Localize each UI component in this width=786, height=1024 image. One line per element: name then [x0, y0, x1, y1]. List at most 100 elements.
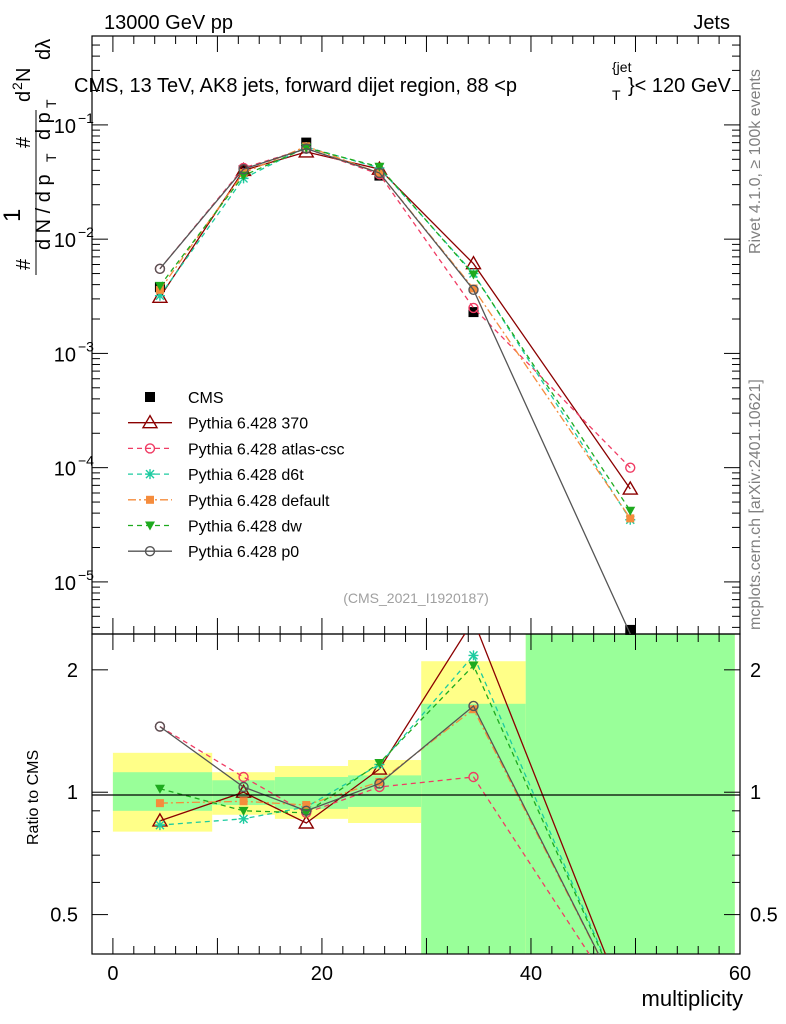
- data-point: [154, 263, 166, 275]
- plot-title-sub: T: [612, 87, 621, 103]
- ratio-point: [155, 799, 164, 808]
- ratio-y-label: Ratio to CMS: [25, 750, 42, 845]
- main-axis-ticks: 10 −110 −210 −310 −410 −50 20 40 60: [54, 36, 751, 985]
- legend-label-0: CMS: [188, 390, 224, 407]
- main-ytick-label: 10: [54, 116, 76, 138]
- legend: CMS Pythia 6.428 370 Pythia 6.428 atlas-cs…: [128, 390, 345, 561]
- legend-marker-6: [144, 546, 156, 557]
- plot-title-main: CMS, 13 TeV, AK8 jets, forward dijet reg…: [74, 75, 517, 97]
- data-point: [238, 171, 249, 181]
- x-tick-label: 40: [520, 963, 542, 985]
- ratio-point: [468, 771, 479, 783]
- rivet-label: Rivet 4.1.0, ≥ 100k events: [747, 69, 764, 254]
- ratio-ytick-label: 0.5: [50, 905, 78, 927]
- ratio-point: [468, 700, 479, 712]
- legend-label-5: Pythia 6.428 dw: [188, 519, 302, 536]
- ratio-point: [374, 758, 385, 768]
- ratio-point: [154, 721, 166, 732]
- ratio-series-group: [151, 634, 607, 954]
- ratio-point: [301, 808, 312, 818]
- data-point: [301, 143, 312, 154]
- data-point: [154, 290, 165, 301]
- ratio-point: [235, 783, 252, 798]
- source-label: mcplots.cern.ch [arXiv:2401.10621]: [747, 379, 764, 630]
- legend-label-6: Pythia 6.428 p0: [188, 544, 299, 561]
- series-line-4: [159, 145, 631, 519]
- data-point: [469, 284, 478, 293]
- y-label-part-b: 1: [0, 209, 26, 222]
- data-point: [238, 163, 249, 175]
- ratio-point: [154, 820, 165, 831]
- data-point: [626, 514, 635, 523]
- analysis-id: (CMS_2021_I1920187): [343, 590, 489, 606]
- legend-marker-4: [146, 495, 154, 504]
- ratio-point: [298, 814, 315, 829]
- main-ytick-exp: −1: [78, 110, 94, 126]
- ratio-ytick-label: 1: [67, 782, 78, 804]
- ratio-bands: [112, 634, 735, 954]
- ratio-point: [238, 813, 249, 824]
- energy-label: 13000 GeV pp: [104, 12, 233, 34]
- data-point: [625, 506, 636, 516]
- data-point: [154, 281, 165, 291]
- ratio-point: [238, 806, 249, 816]
- plot-title-sup: {jet: [612, 59, 632, 75]
- legend-label-1: Pythia 6.428 370: [188, 416, 308, 433]
- category-label: Jets: [693, 12, 730, 34]
- ratio-ytick-label-right: 1: [750, 782, 761, 804]
- legend-label-4: Pythia 6.428 default: [188, 493, 330, 510]
- y-label-part-i: 2: [9, 82, 25, 90]
- main-y-axis-label: # 1 d N / d p T # d p T d 2 N dλ: [0, 39, 59, 275]
- main-ytick-exp: −4: [78, 453, 94, 469]
- x-axis-label: multiplicity: [642, 986, 743, 1011]
- main-series-lines: [151, 137, 639, 635]
- ratio-ytick-label-right: 0.5: [750, 905, 778, 927]
- data-point: [468, 284, 479, 296]
- ratio-point: [469, 705, 478, 714]
- x-tick-label: 0: [107, 963, 118, 985]
- legend-label-3: Pythia 6.428 d6t: [188, 467, 304, 484]
- x-tick-label: 60: [729, 963, 751, 985]
- ratio-panel-frame: [91, 633, 741, 955]
- series-line-5: [159, 147, 631, 512]
- main-ytick-label: 10: [54, 230, 76, 252]
- y-label-part-g: T: [43, 99, 59, 108]
- ratio-point: [374, 778, 385, 789]
- ratio-point: [468, 661, 479, 671]
- main-ytick-label: 10: [54, 459, 76, 481]
- ratio-ytick-label: 2: [67, 660, 78, 682]
- ratio-line-2: [159, 654, 604, 954]
- ratio-point: [238, 771, 249, 783]
- y-label-part-f: d p: [33, 112, 55, 140]
- data-point: [622, 480, 639, 495]
- ratio-series-lines: [151, 634, 607, 954]
- main-ytick-label: 10: [54, 573, 76, 595]
- y-label-part-e: #: [13, 136, 35, 148]
- legend-label-2: Pythia 6.428 atlas-csc: [188, 441, 345, 458]
- legend-marker-0: [145, 392, 155, 402]
- ratio-axis-ticks: 0.5 0.5 1 1 2 2: [50, 660, 778, 927]
- ratio-point: [468, 650, 479, 661]
- y-label-part-h: d: [13, 91, 35, 102]
- band-inner-5: [525, 634, 735, 954]
- series-line-3: [159, 146, 631, 521]
- y-label-part-c: d N / d p: [33, 174, 55, 250]
- data-point: [625, 462, 636, 473]
- series-line-6: [159, 147, 631, 635]
- ratio-point: [301, 805, 312, 817]
- ratio-line-0: [159, 634, 607, 954]
- legend-marker-2: [144, 443, 156, 454]
- plot-title: CMS, 13 TeV, AK8 jets, forward dijet reg…: [74, 59, 732, 103]
- series-line-1: [159, 151, 631, 490]
- ratio-point: [154, 784, 165, 794]
- ratio-point: [302, 801, 311, 810]
- main-ytick-exp: −2: [78, 224, 94, 240]
- y-label-part-j: N: [13, 68, 35, 82]
- data-point: [468, 270, 479, 280]
- y-label-part-d: T: [43, 153, 59, 162]
- plot-title-tail: }< 120 GeV: [628, 75, 732, 97]
- main-ytick-label: 10: [54, 344, 76, 366]
- y-label-part-a: #: [13, 258, 35, 270]
- ratio-point: [239, 797, 248, 806]
